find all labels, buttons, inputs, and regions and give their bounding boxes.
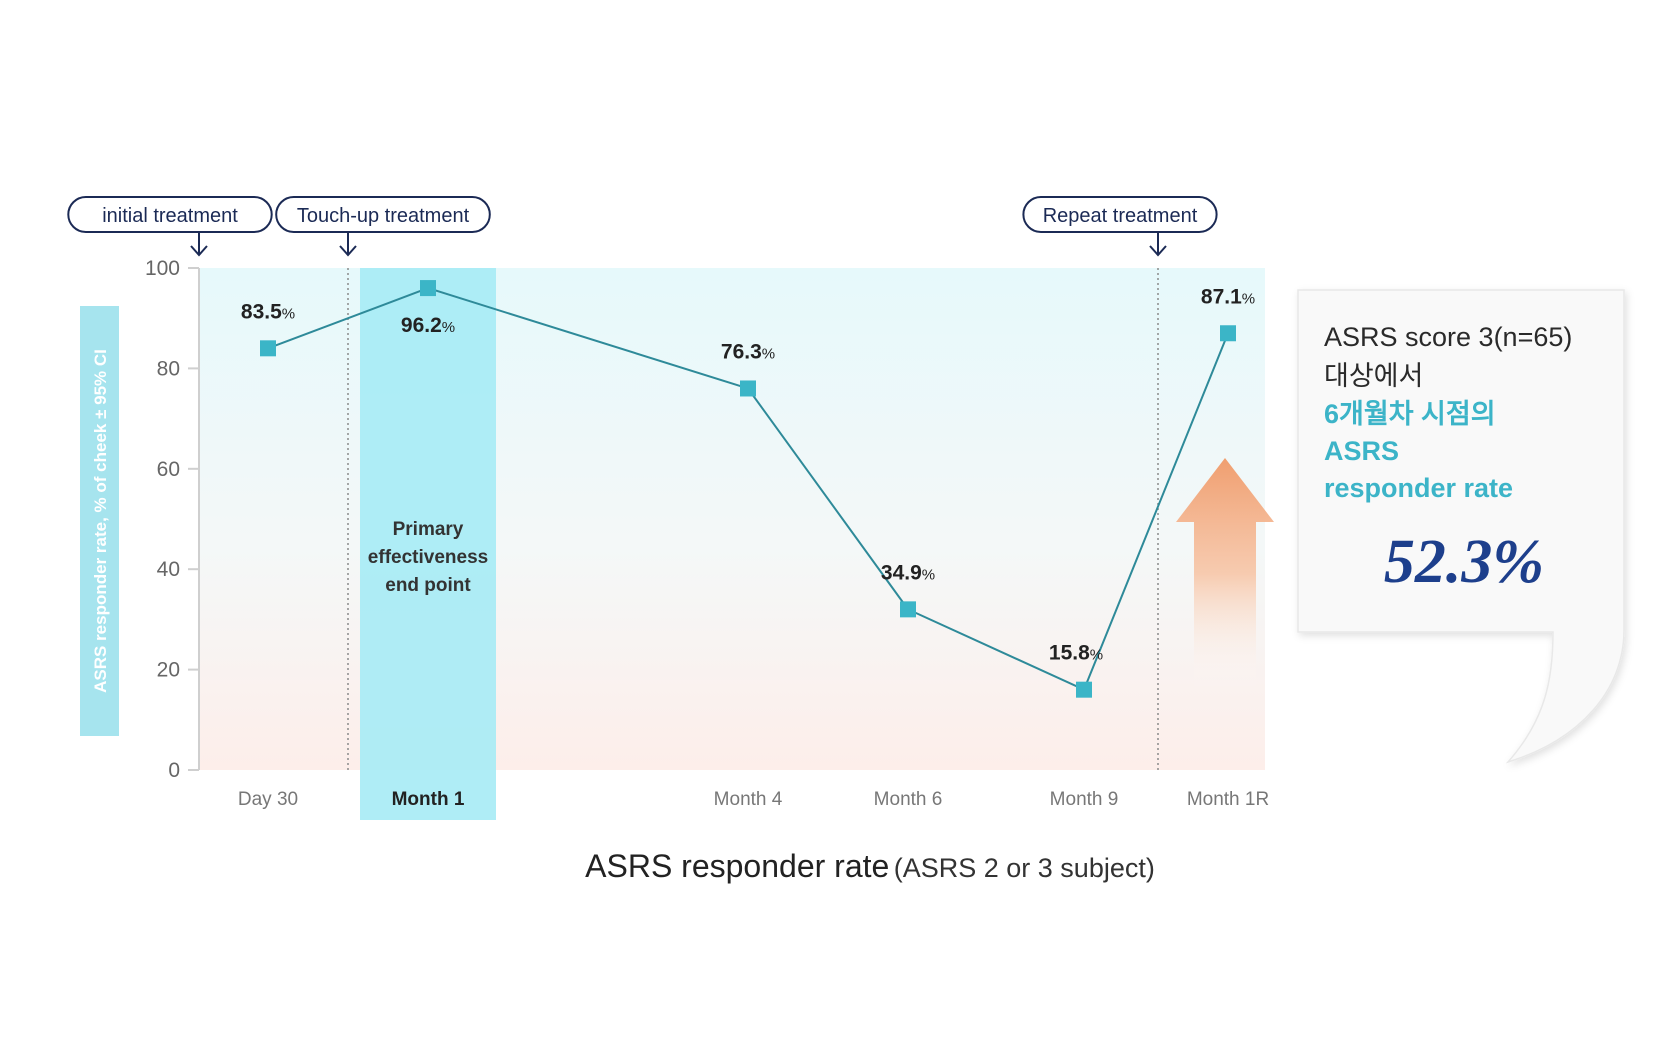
data-label: 76.3% bbox=[721, 340, 775, 363]
y-axis: 0 20 40 60 80 100 bbox=[145, 257, 200, 782]
x-tick-label: Month 4 bbox=[714, 789, 783, 810]
data-point bbox=[1220, 325, 1236, 342]
highlight-band bbox=[360, 268, 496, 820]
data-label: 83.5% bbox=[241, 300, 295, 323]
x-tick-label: Month 1 bbox=[392, 789, 465, 810]
treatment-marker: initial treatment bbox=[67, 196, 273, 257]
callout-box bbox=[1297, 289, 1625, 764]
data-label: 34.9% bbox=[881, 561, 935, 584]
data-point bbox=[260, 340, 276, 357]
series-line bbox=[267, 287, 1229, 692]
down-arrow-icon bbox=[190, 233, 208, 257]
increase-arrow-icon bbox=[1176, 458, 1274, 690]
treatment-markers: initial treatment Touch-up treatment Repea… bbox=[67, 196, 1218, 257]
y-tick-label: 80 bbox=[157, 357, 180, 380]
callout-line-2: 대상에서 bbox=[1324, 361, 1424, 391]
y-tick-label: 60 bbox=[157, 458, 180, 481]
x-tick-label: Day 30 bbox=[238, 789, 298, 810]
highlight-label-line: Primary bbox=[393, 519, 464, 540]
data-points bbox=[260, 280, 1236, 698]
treatment-label: Touch-up treatment bbox=[297, 205, 470, 227]
down-arrow-icon bbox=[339, 233, 357, 257]
y-tick-label: 40 bbox=[157, 558, 180, 581]
caption-main: ASRS responder rate bbox=[585, 848, 890, 884]
vertical-treatment-lines bbox=[347, 268, 1159, 770]
x-tick-label: Month 1R bbox=[1187, 789, 1269, 810]
callout-highlight-3: responder rate bbox=[1324, 473, 1514, 503]
highlight-label: Primary effectiveness end point bbox=[368, 519, 488, 596]
x-tick-label: Month 6 bbox=[874, 789, 943, 810]
highlight-label-line: end point bbox=[385, 575, 471, 596]
data-point bbox=[420, 280, 436, 297]
callout-value: 52.3% bbox=[1383, 528, 1545, 596]
treatment-marker: Repeat treatment bbox=[1022, 196, 1218, 257]
callout-highlight-1: 6개월차 시점의 bbox=[1324, 399, 1496, 429]
callout-text: ASRS score 3(n=65) 대상에서 6개월차 시점의 ASRS re… bbox=[1324, 318, 1614, 598]
data-point bbox=[740, 380, 756, 397]
data-labels: 83.5% 96.2% 76.3% 34.9% 15.8% 87.1% bbox=[241, 285, 1255, 664]
y-axis-label-background bbox=[80, 306, 119, 736]
caption-sub: (ASRS 2 or 3 subject) bbox=[893, 853, 1155, 883]
data-label: 15.8% bbox=[1049, 642, 1103, 665]
data-label: 87.1% bbox=[1201, 285, 1255, 308]
y-tick-label: 0 bbox=[168, 759, 180, 782]
x-tick-label: Month 9 bbox=[1050, 789, 1119, 810]
chart-caption: ASRS responder rate (ASRS 2 or 3 subject… bbox=[0, 848, 1680, 885]
treatment-label: Repeat treatment bbox=[1043, 205, 1198, 227]
data-point bbox=[900, 601, 916, 618]
y-tick-label: 20 bbox=[157, 659, 180, 682]
x-axis-tick-labels: Day 30 Month 1 Month 4 Month 6 Month 9 Month … bbox=[238, 789, 1269, 810]
callout-line-1: ASRS score 3(n=65) bbox=[1324, 322, 1573, 352]
y-tick-label: 100 bbox=[145, 257, 180, 280]
treatment-pill bbox=[1022, 196, 1218, 233]
highlight-label-line: effectiveness bbox=[368, 547, 488, 568]
treatment-pill bbox=[67, 196, 273, 233]
treatment-pill bbox=[275, 196, 491, 233]
data-point bbox=[1076, 681, 1092, 698]
treatment-marker: Touch-up treatment bbox=[275, 196, 491, 257]
y-axis-label: ASRS responder rate, % of cheek ± 95% CI bbox=[91, 349, 110, 693]
treatment-label: initial treatment bbox=[102, 205, 238, 227]
data-label: 96.2% bbox=[401, 314, 455, 337]
down-arrow-icon bbox=[1149, 233, 1167, 257]
callout-highlight-2: ASRS bbox=[1324, 436, 1400, 466]
